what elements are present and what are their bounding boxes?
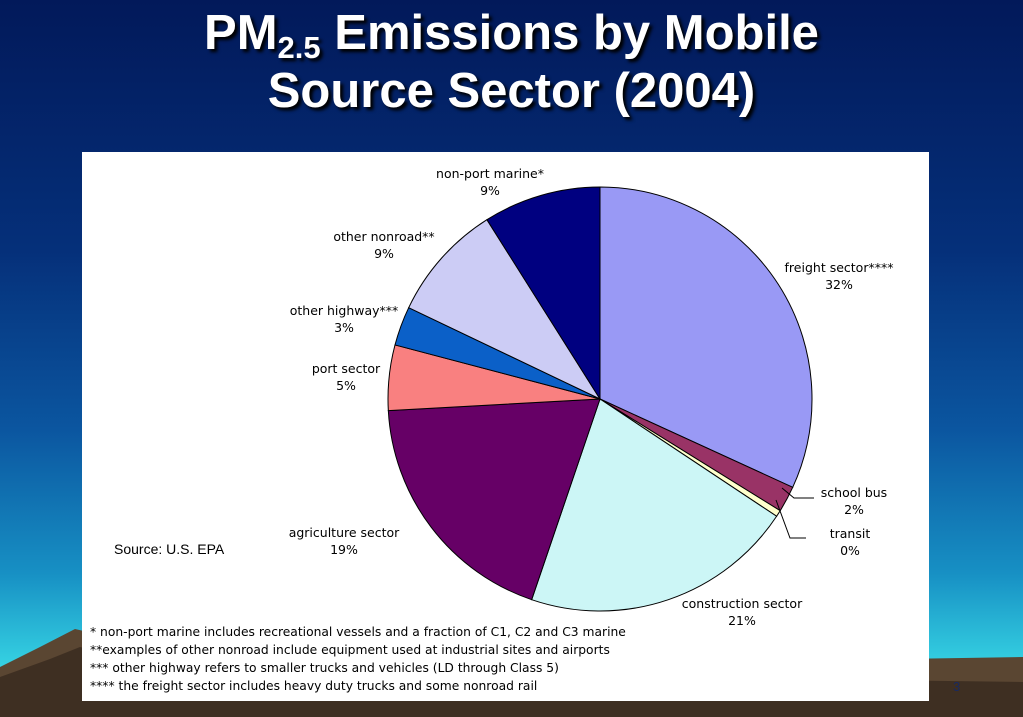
slice-label-school-bus: school bus (821, 485, 887, 500)
slice-label-port-sector: port sector (312, 361, 381, 376)
footnote-3: *** other highway refers to smaller truc… (90, 661, 559, 675)
footnote-1: * non-port marine includes recreational … (90, 625, 626, 639)
footnotes: * non-port marine includes recreational … (90, 623, 626, 695)
slice-label-other-highway: other highway*** (290, 303, 399, 318)
pie-chart: freight sector**** 32% school bus 2% transit… (289, 166, 894, 628)
pie-slice-agriculture-sector (387, 398, 601, 601)
slice-value-transit: 0% (840, 543, 860, 558)
chart-panel: freight sector**** 32% school bus 2% transit… (82, 152, 929, 701)
slice-value-non-port-marine: 9% (480, 183, 500, 198)
slice-label-construction-sector: construction sector (682, 596, 803, 611)
slice-label-other-nonroad: other nonroad** (333, 229, 434, 244)
leader-line-school-bus (781, 487, 814, 499)
source-citation: Source: U.S. EPA (114, 541, 225, 557)
slide-number: 3 (953, 679, 961, 694)
slice-label-freight-sector: freight sector**** (785, 260, 894, 275)
slice-label-non-port-marine: non-port marine* (436, 166, 544, 181)
pie-slice-freight-sector (599, 186, 813, 489)
slice-value-other-highway: 3% (334, 320, 354, 335)
slice-label-agriculture-sector: agriculture sector (289, 525, 400, 540)
footnote-2: **examples of other nonroad include equi… (90, 643, 610, 657)
slice-value-port-sector: 5% (336, 378, 356, 393)
slice-value-construction-sector: 21% (728, 613, 756, 628)
pie-slice-other-nonroad (408, 218, 602, 401)
title-line-1: PM2.5 Emissions by Mobile (204, 6, 819, 65)
title-line-2: Source Sector (2004) (267, 64, 756, 118)
slice-value-freight-sector: 32% (825, 277, 853, 292)
slice-value-other-nonroad: 9% (374, 246, 394, 261)
leader-line-transit (775, 499, 806, 539)
slice-value-agriculture-sector: 19% (330, 542, 358, 557)
slice-label-transit: transit (830, 526, 871, 541)
footnote-4: **** the freight sector includes heavy d… (90, 679, 538, 693)
pie-slice-construction-sector (531, 398, 778, 612)
slice-value-school-bus: 2% (844, 502, 864, 517)
slide-title: PM2.5 Emissions by Mobile Source Sector … (0, 4, 1023, 120)
pie-slice-non-port-marine (486, 186, 601, 401)
